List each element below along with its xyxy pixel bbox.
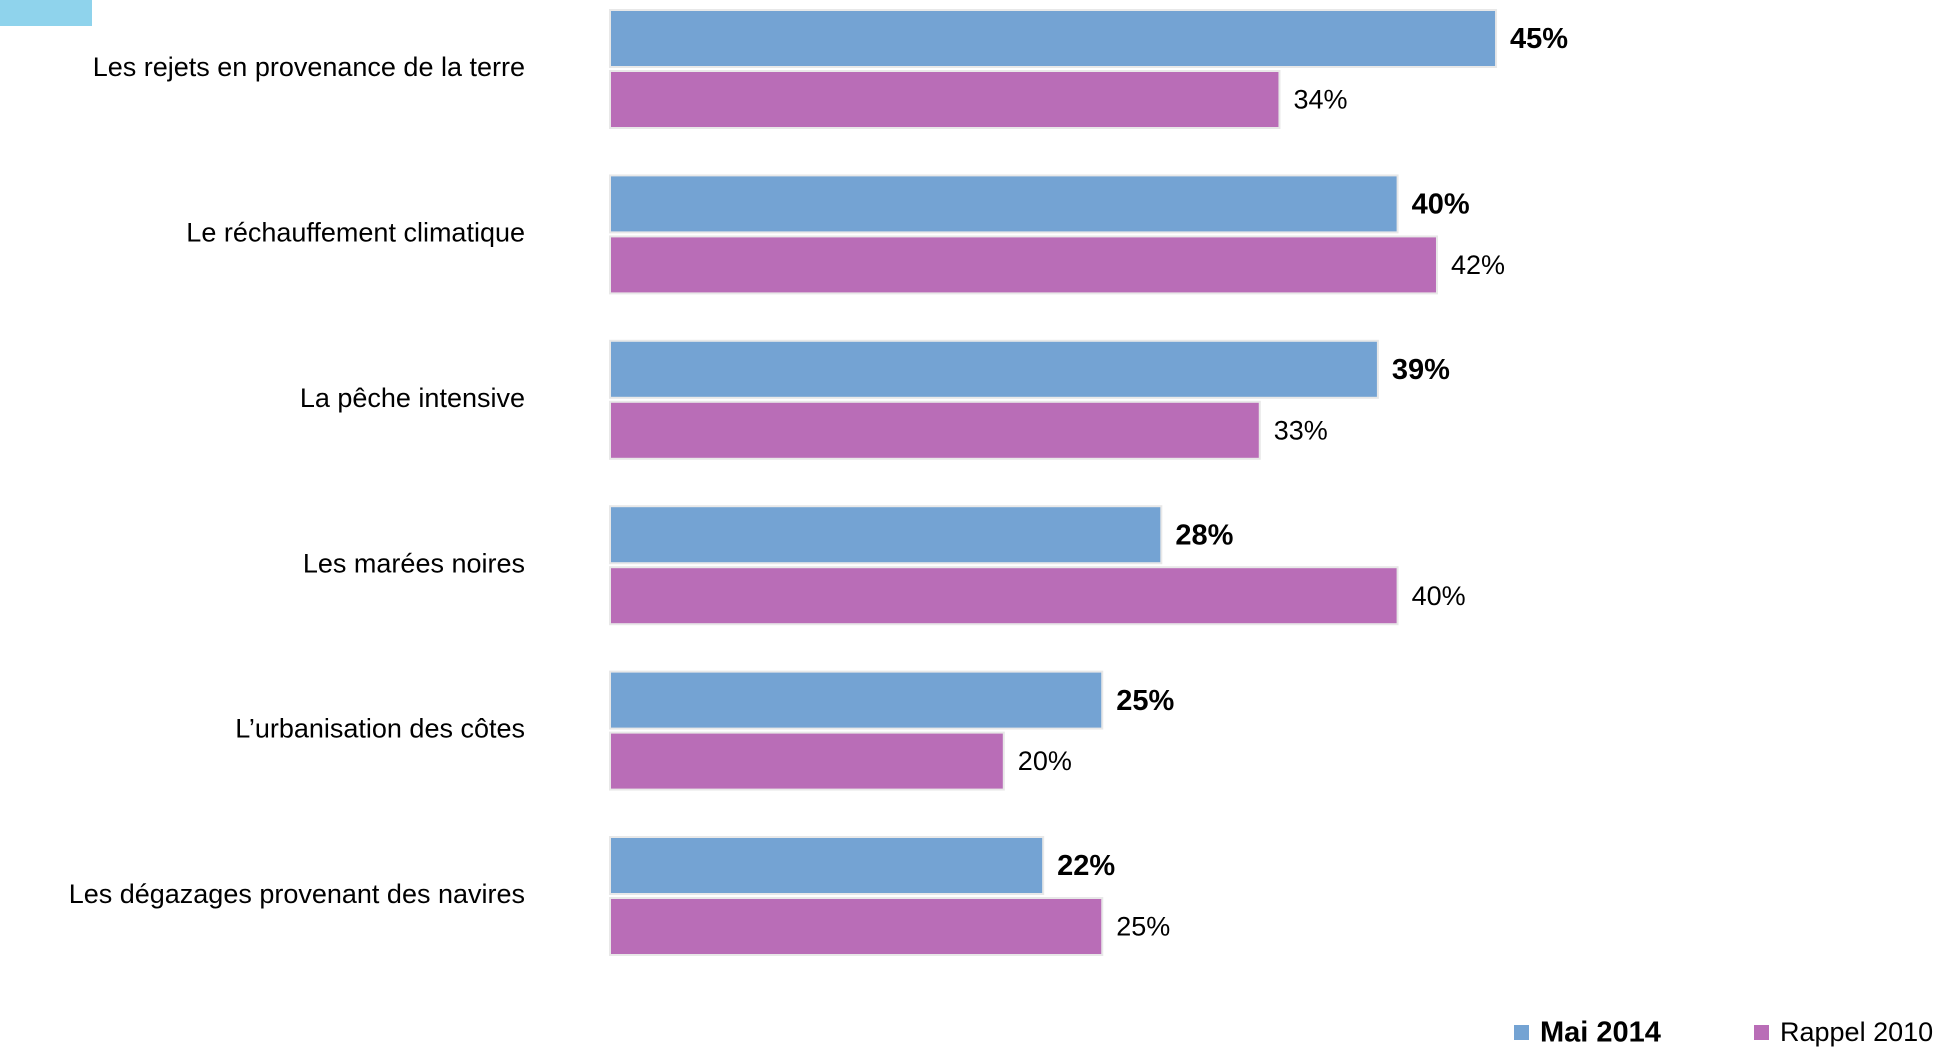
value-label: 25%	[1116, 912, 1170, 942]
legend-swatch	[1514, 1025, 1529, 1040]
category-label: Le réchauffement climatique	[186, 218, 525, 248]
bar	[609, 9, 1498, 68]
bar	[609, 836, 1045, 895]
value-label: 28%	[1175, 519, 1233, 551]
category-label: L’urbanisation des côtes	[235, 714, 525, 744]
logo-fragment	[0, 0, 92, 26]
bar	[609, 174, 1399, 234]
bar	[609, 70, 1281, 129]
bar	[609, 731, 1005, 791]
category-label: La pêche intensive	[300, 383, 525, 413]
value-label: 42%	[1451, 250, 1505, 280]
value-label: 45%	[1510, 23, 1568, 55]
value-label: 34%	[1293, 85, 1347, 115]
value-label: 20%	[1018, 746, 1072, 776]
value-label: 40%	[1412, 189, 1470, 221]
bar	[609, 897, 1104, 956]
legend-swatch	[1754, 1025, 1769, 1040]
bar	[609, 235, 1438, 295]
category-label: Les dégazages provenant des navires	[69, 879, 525, 909]
bar	[609, 505, 1163, 565]
value-label: 25%	[1116, 685, 1174, 717]
value-label: 40%	[1412, 581, 1466, 611]
bar	[609, 566, 1399, 626]
category-label: Les rejets en provenance de la terre	[93, 52, 525, 82]
bar	[609, 339, 1379, 399]
value-label: 22%	[1057, 850, 1115, 882]
value-label: 39%	[1392, 354, 1450, 386]
legend-label: Rappel 2010	[1780, 1017, 1933, 1047]
category-label: Les marées noires	[303, 548, 525, 578]
bar	[609, 670, 1104, 730]
value-label: 33%	[1274, 415, 1328, 445]
bar	[609, 400, 1261, 460]
legend-label: Mai 2014	[1540, 1017, 1661, 1049]
